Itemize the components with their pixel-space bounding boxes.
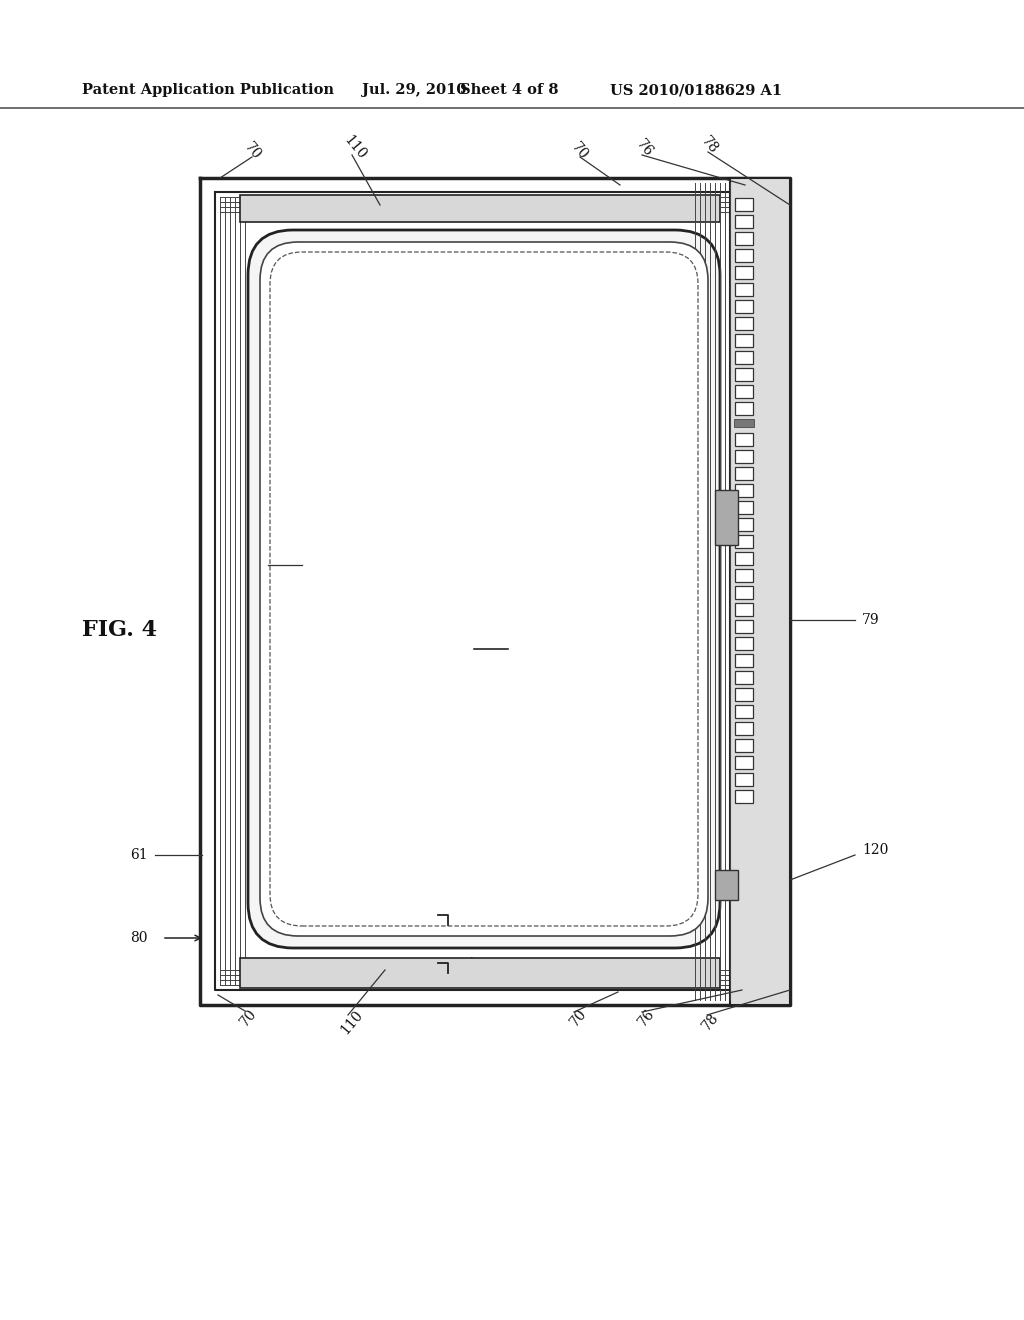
Bar [735, 385, 753, 399]
Text: B: B [458, 961, 467, 974]
Bar [735, 653, 753, 667]
Bar [735, 215, 753, 228]
Bar [735, 620, 753, 634]
Bar [735, 705, 753, 718]
Bar [730, 178, 790, 1005]
Text: 110: 110 [341, 133, 369, 162]
Bar [735, 232, 753, 246]
Bar [735, 517, 753, 531]
Text: FIG. 4: FIG. 4 [82, 619, 157, 642]
Text: 101: 101 [475, 634, 505, 647]
Text: 80: 80 [130, 931, 148, 945]
Text: 70: 70 [242, 140, 264, 162]
Bar [240, 195, 720, 222]
Bar [735, 739, 753, 752]
Text: 70: 70 [567, 1007, 589, 1030]
Bar [735, 433, 753, 446]
Bar [240, 958, 720, 987]
Bar [735, 403, 753, 414]
Bar [715, 490, 738, 545]
Bar [735, 484, 753, 498]
Bar [735, 282, 753, 296]
Bar [735, 535, 753, 548]
Text: 70: 70 [569, 140, 591, 162]
Bar [735, 249, 753, 261]
Bar [735, 756, 753, 770]
Bar [735, 351, 753, 364]
Text: 76: 76 [634, 137, 656, 160]
Text: 79: 79 [862, 612, 880, 627]
Bar [735, 671, 753, 684]
Text: 120: 120 [862, 843, 889, 857]
Text: 78: 78 [699, 133, 721, 156]
Bar [734, 418, 754, 426]
Text: 78: 78 [699, 1011, 721, 1034]
Text: 4: 4 [468, 909, 474, 919]
Bar [735, 334, 753, 347]
Bar [735, 300, 753, 313]
Bar [735, 467, 753, 480]
Text: B: B [458, 912, 467, 925]
Text: 4: 4 [468, 957, 474, 966]
Bar [735, 722, 753, 735]
Text: Patent Application Publication: Patent Application Publication [82, 83, 334, 96]
Text: Sheet 4 of 8: Sheet 4 of 8 [460, 83, 558, 96]
Bar [735, 603, 753, 616]
Bar [735, 198, 753, 211]
Text: 70: 70 [237, 1007, 259, 1030]
FancyBboxPatch shape [248, 230, 720, 948]
Bar [715, 870, 738, 900]
FancyBboxPatch shape [260, 242, 708, 936]
Text: 61: 61 [130, 847, 148, 862]
Text: 76: 76 [635, 1007, 657, 1030]
Bar [735, 789, 753, 803]
Bar [735, 317, 753, 330]
Bar [735, 586, 753, 599]
Text: Jul. 29, 2010: Jul. 29, 2010 [362, 83, 466, 96]
Text: 89: 89 [302, 558, 319, 572]
Bar [735, 450, 753, 463]
Bar [735, 552, 753, 565]
Bar [735, 688, 753, 701]
Bar [735, 368, 753, 381]
Text: 110: 110 [338, 1007, 366, 1036]
Bar [735, 502, 753, 513]
Bar [735, 774, 753, 785]
Bar [735, 267, 753, 279]
Bar [735, 569, 753, 582]
Text: US 2010/0188629 A1: US 2010/0188629 A1 [610, 83, 782, 96]
Bar [735, 638, 753, 649]
